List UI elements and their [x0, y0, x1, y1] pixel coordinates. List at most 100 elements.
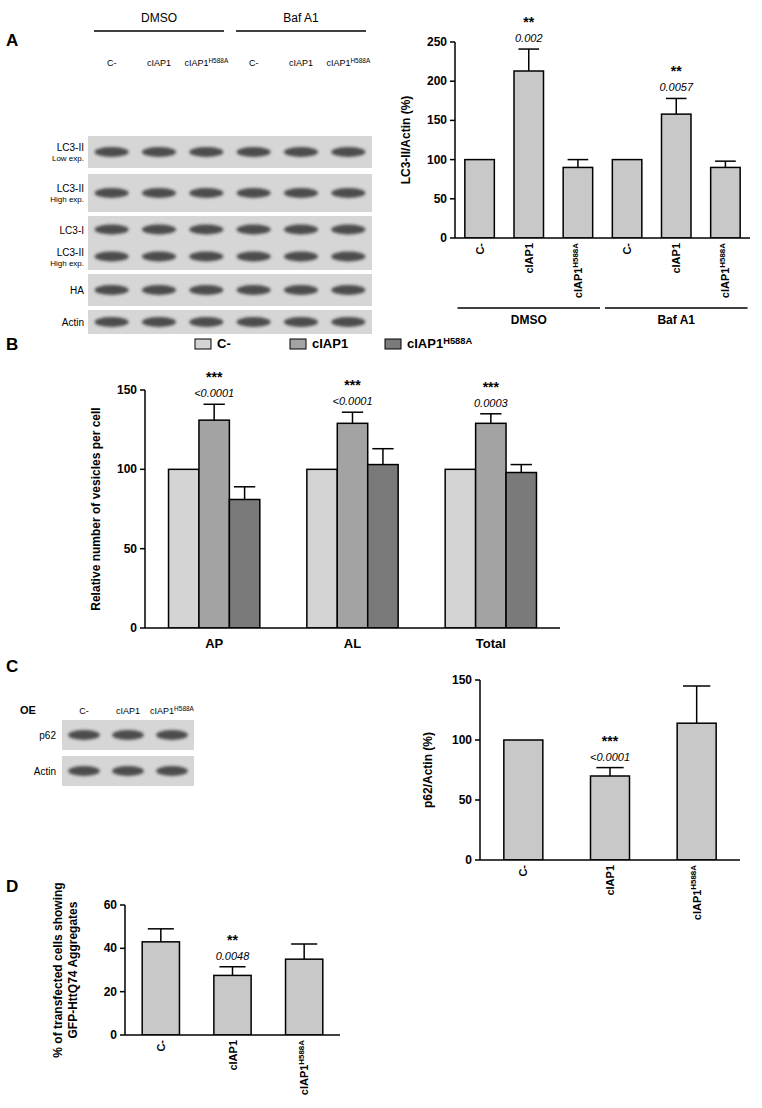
bar	[591, 776, 630, 860]
chart: C-cIAP1cIAP1H588A050100150p62/Actin (%)*…	[421, 673, 740, 920]
band	[112, 766, 144, 776]
x-tick-label: cIAP1H588A	[689, 865, 703, 920]
p-value: 0.0003	[474, 397, 509, 409]
x-tick-label: AL	[344, 636, 361, 651]
band	[142, 225, 176, 235]
band	[142, 252, 176, 262]
error-stem	[490, 414, 492, 424]
y-tick	[450, 120, 455, 122]
error-bar	[666, 98, 687, 114]
band-label: LC3-II	[57, 247, 84, 258]
legend-label: cIAP1	[312, 336, 348, 351]
error-bar	[511, 465, 532, 473]
y-axis-label: % of transfected cells showing	[51, 882, 65, 1057]
marks	[504, 686, 716, 860]
band	[237, 225, 271, 235]
band	[331, 285, 365, 295]
band-label: LC3-II	[57, 183, 84, 194]
x-tick-label: cIAP1	[523, 243, 535, 274]
error-cap	[148, 928, 174, 930]
group-label: DMSO	[511, 313, 547, 327]
band	[331, 225, 365, 235]
blot-strip	[88, 174, 372, 212]
band	[331, 252, 365, 262]
x-axis	[125, 1034, 340, 1036]
legend-swatch	[290, 339, 306, 349]
error-cap	[715, 160, 736, 162]
y-tick-label: 0	[130, 621, 137, 635]
band	[156, 730, 188, 740]
y-axis-label: GFP-HttQ74 Aggregates	[66, 901, 80, 1038]
band	[189, 147, 223, 157]
band	[284, 188, 318, 198]
y-tick-label: 100	[452, 733, 472, 747]
blot-header: Baf A1	[283, 11, 319, 25]
y-tick-label: 100	[427, 153, 447, 167]
error-bar	[219, 967, 245, 976]
x-tick-label: cIAP1H588A	[570, 243, 584, 298]
band-label: LC3-II	[57, 142, 84, 153]
error-bar	[234, 487, 255, 500]
error-stem	[696, 686, 698, 723]
group-line	[457, 307, 600, 309]
error-bar	[204, 404, 225, 420]
x-axis	[455, 237, 750, 239]
x-axis	[480, 859, 740, 861]
band	[237, 252, 271, 262]
band	[156, 766, 188, 776]
error-cap	[342, 411, 363, 413]
error-bar	[715, 161, 736, 167]
band	[68, 766, 100, 776]
y-tick	[120, 948, 125, 950]
panel-letter: B	[6, 335, 18, 354]
y-tick-label: 150	[117, 383, 137, 397]
error-bar	[518, 49, 539, 71]
y-tick	[475, 859, 480, 861]
x-tick-label: cIAP1H588A	[718, 243, 732, 298]
significance: **	[227, 932, 238, 948]
x-tick-label: Total	[476, 636, 506, 651]
y-tick	[450, 80, 455, 82]
band-label: p62	[39, 730, 56, 741]
x-tick-label: C-	[155, 1040, 167, 1052]
error-bar	[480, 414, 501, 424]
error-cap	[204, 404, 225, 406]
band	[284, 285, 318, 295]
significance: ***	[344, 377, 361, 393]
y-axis	[144, 390, 146, 628]
y-tick-label: 20	[104, 985, 118, 999]
bar	[214, 975, 251, 1035]
bar	[169, 469, 199, 628]
group-line	[605, 307, 748, 309]
band	[284, 252, 318, 262]
error-cap	[511, 464, 532, 466]
p-value: 0.0057	[659, 81, 694, 93]
band-label: LC3-I	[60, 225, 84, 236]
y-tick	[120, 1034, 125, 1036]
y-axis-label: LC3-II/Actin (%)	[399, 96, 413, 185]
lane-label: C-	[107, 58, 117, 68]
error-stem	[352, 412, 354, 423]
band	[189, 285, 223, 295]
band	[95, 317, 129, 327]
error-stem	[160, 929, 162, 942]
error-cap	[291, 943, 317, 945]
blot-strip	[62, 720, 194, 750]
p-value: <0.0001	[194, 387, 234, 399]
y-axis	[479, 680, 481, 860]
y-tick-label: 0	[465, 853, 472, 867]
y-axis-label: Relative number of vesicles per cell	[89, 407, 103, 610]
legend-label: cIAP1H588A	[407, 336, 472, 351]
y-tick-label: 60	[104, 898, 118, 912]
bar	[307, 469, 337, 628]
error-stem	[609, 768, 611, 776]
bar	[563, 167, 593, 238]
y-axis-label: p62/Actin (%)	[421, 732, 435, 808]
band	[142, 317, 176, 327]
bar	[504, 740, 543, 860]
lane-label: cIAP1	[147, 58, 171, 68]
error-stem	[213, 404, 215, 420]
x-tick-label: AP	[205, 636, 223, 651]
band-label: HA	[70, 285, 84, 296]
band-label: Actin	[62, 317, 84, 328]
